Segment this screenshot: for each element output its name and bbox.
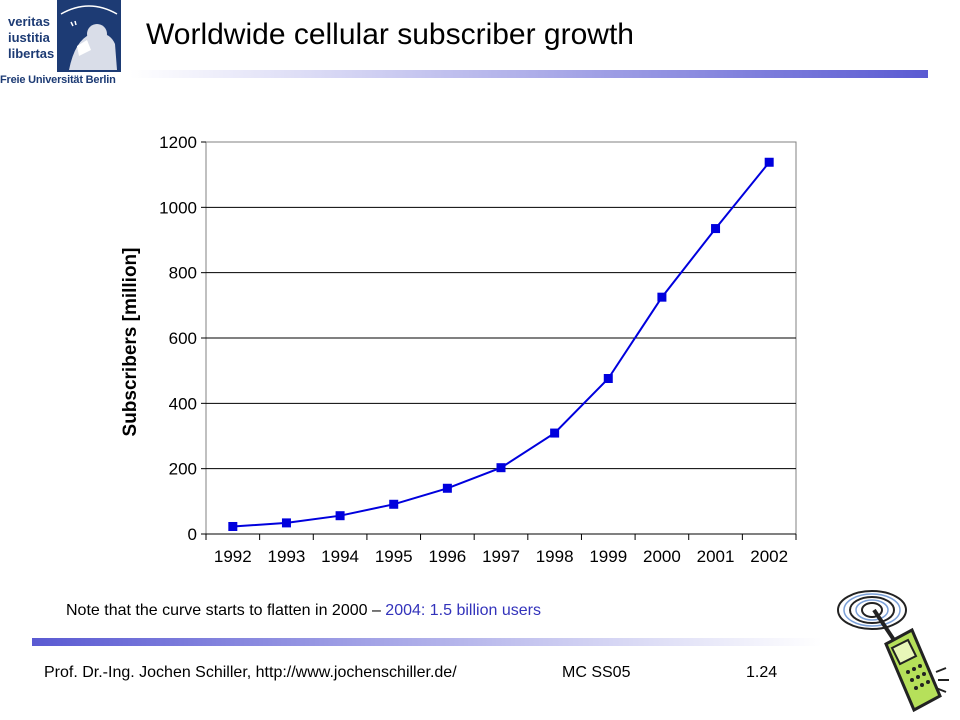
x-tick-label: 1993	[268, 547, 306, 566]
logo-word: iustitia	[8, 30, 50, 45]
data-point	[764, 157, 774, 167]
footer-author: Prof. Dr.-Ing. Jochen Schiller, http://w…	[44, 664, 457, 681]
note-highlight: 2004: 1.5 billion users	[385, 602, 541, 619]
data-point	[389, 499, 399, 509]
logo-motto: veritas iustitia libertas	[8, 14, 54, 62]
footer-divider	[32, 638, 822, 646]
x-tick-label: 1994	[321, 547, 359, 566]
x-tick-label: 2000	[643, 547, 681, 566]
data-point	[550, 428, 560, 438]
data-point	[228, 521, 238, 531]
logo-word: veritas	[8, 14, 50, 29]
x-tick-label: 1997	[482, 547, 520, 566]
university-seal-icon	[57, 0, 121, 72]
subscriber-growth-chart: 0 200 400 600 800 1000 1200 1992 1993 1994 1995 199…	[120, 133, 797, 566]
x-tick-label: 1998	[536, 547, 574, 566]
mobile-phone-icon	[837, 590, 949, 713]
y-tick-label: 200	[169, 460, 197, 479]
y-axis-label: Subscribers [million]	[120, 248, 141, 437]
data-point	[442, 483, 452, 493]
note-text: Note that the curve starts to flatten in…	[66, 602, 386, 619]
data-point	[711, 224, 721, 234]
data-point	[603, 374, 613, 384]
y-tick-label: 0	[188, 525, 197, 544]
x-tick-label: 2002	[750, 547, 788, 566]
footer-course: MC SS05	[562, 664, 631, 681]
x-tick-label: 1999	[589, 547, 627, 566]
logo-word: libertas	[8, 46, 55, 61]
data-point	[335, 511, 345, 521]
x-tick-label: 1995	[375, 547, 413, 566]
title-divider	[130, 70, 928, 78]
x-tick-label: 2001	[697, 547, 735, 566]
x-tick-label: 1996	[428, 547, 466, 566]
y-tick-label: 600	[169, 329, 197, 348]
footer-page-number: 1.24	[746, 664, 778, 681]
slide-note: Note that the curve starts to flatten in…	[66, 602, 541, 620]
data-point	[496, 463, 506, 473]
university-logo: veritas iustitia libertas Freie Universi…	[0, 0, 122, 90]
y-tick-label: 1000	[159, 198, 197, 217]
y-tick-label: 800	[169, 264, 197, 283]
y-tick-label: 400	[169, 394, 197, 413]
data-point	[281, 518, 291, 528]
y-tick-label: 1200	[159, 133, 197, 152]
slide-title: Worldwide cellular subscriber growth	[146, 18, 634, 51]
data-point	[657, 292, 667, 302]
x-tick-label: 1992	[214, 547, 252, 566]
university-name: Freie Universität Berlin	[0, 74, 116, 86]
